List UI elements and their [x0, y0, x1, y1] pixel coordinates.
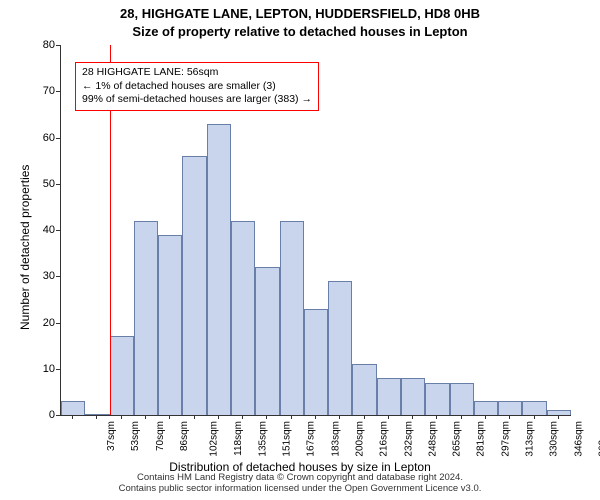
x-tick-mark — [315, 415, 316, 419]
y-tick-label: 60 — [0, 132, 55, 144]
histogram-bar — [61, 401, 85, 415]
x-tick-label: 151sqm — [282, 421, 293, 457]
x-tick-mark — [266, 415, 267, 419]
histogram-bar — [450, 383, 474, 415]
x-tick-mark — [534, 415, 535, 419]
histogram-bar — [231, 221, 255, 415]
annotation-box: 28 HIGHGATE LANE: 56sqm← 1% of detached … — [75, 62, 319, 111]
x-tick-mark — [388, 415, 389, 419]
footer-line-1: Contains HM Land Registry data © Crown c… — [0, 472, 600, 483]
x-tick-mark — [339, 415, 340, 419]
y-tick-label: 0 — [0, 409, 55, 421]
histogram-bar — [207, 124, 231, 415]
histogram-bar — [110, 336, 134, 415]
x-tick-label: 86sqm — [179, 421, 190, 451]
histogram-bar — [280, 221, 304, 415]
x-tick-label: 118sqm — [232, 421, 243, 456]
x-tick-label: 281sqm — [476, 421, 487, 457]
x-tick-mark — [72, 415, 73, 419]
x-tick-label: 102sqm — [209, 421, 220, 457]
x-tick-label: 248sqm — [427, 421, 438, 457]
chart-title-main: 28, HIGHGATE LANE, LEPTON, HUDDERSFIELD,… — [0, 6, 600, 21]
x-tick-mark — [558, 415, 559, 419]
histogram-bar — [134, 221, 158, 415]
annotation-line: ← 1% of detached houses are smaller (3) — [82, 80, 312, 94]
x-tick-mark — [194, 415, 195, 419]
x-tick-label: 265sqm — [452, 421, 463, 457]
histogram-bar — [255, 267, 279, 415]
x-tick-mark — [145, 415, 146, 419]
property-size-chart: 28, HIGHGATE LANE, LEPTON, HUDDERSFIELD,… — [0, 0, 600, 500]
histogram-bar — [498, 401, 522, 415]
chart-title-sub: Size of property relative to detached ho… — [0, 24, 600, 39]
x-tick-mark — [461, 415, 462, 419]
histogram-bar — [401, 378, 425, 415]
x-tick-mark — [485, 415, 486, 419]
x-tick-label: 330sqm — [549, 421, 560, 457]
y-tick-label: 80 — [0, 39, 55, 51]
histogram-bar — [158, 235, 182, 415]
histogram-bar — [352, 364, 376, 415]
histogram-bar — [425, 383, 449, 415]
x-tick-label: 313sqm — [525, 421, 536, 457]
x-tick-label: 216sqm — [379, 421, 390, 457]
x-tick-label: 297sqm — [500, 421, 511, 457]
histogram-bar — [474, 401, 498, 415]
x-tick-label: 183sqm — [330, 421, 341, 457]
x-tick-mark — [169, 415, 170, 419]
y-tick-label: 20 — [0, 317, 55, 329]
chart-footer: Contains HM Land Registry data © Crown c… — [0, 472, 600, 494]
x-tick-mark — [412, 415, 413, 419]
histogram-bar — [377, 378, 401, 415]
x-tick-label: 167sqm — [306, 421, 317, 457]
x-tick-mark — [509, 415, 510, 419]
x-tick-label: 53sqm — [130, 421, 141, 451]
x-tick-mark — [364, 415, 365, 419]
footer-line-2: Contains public sector information licen… — [0, 483, 600, 494]
x-tick-label: 70sqm — [155, 421, 166, 451]
y-tick-label: 30 — [0, 270, 55, 282]
x-tick-mark — [436, 415, 437, 419]
x-tick-mark — [242, 415, 243, 419]
annotation-line: 28 HIGHGATE LANE: 56sqm — [82, 66, 312, 80]
histogram-bar — [304, 309, 328, 415]
x-tick-mark — [291, 415, 292, 419]
x-tick-label: 135sqm — [257, 421, 268, 457]
y-tick-label: 40 — [0, 224, 55, 236]
x-tick-mark — [121, 415, 122, 419]
histogram-bar — [182, 156, 206, 415]
histogram-bar — [522, 401, 546, 415]
y-tick-label: 70 — [0, 85, 55, 97]
x-tick-mark — [218, 415, 219, 419]
histogram-bar — [85, 414, 109, 415]
histogram-bar — [547, 410, 571, 415]
histogram-bar — [328, 281, 352, 415]
x-tick-label: 37sqm — [106, 421, 117, 451]
y-tick-label: 10 — [0, 363, 55, 375]
y-tick-label: 50 — [0, 178, 55, 190]
x-tick-label: 200sqm — [355, 421, 366, 457]
x-tick-mark — [96, 415, 97, 419]
x-tick-label: 232sqm — [403, 421, 414, 457]
annotation-line: 99% of semi-detached houses are larger (… — [82, 93, 312, 107]
x-tick-label: 346sqm — [573, 421, 584, 457]
